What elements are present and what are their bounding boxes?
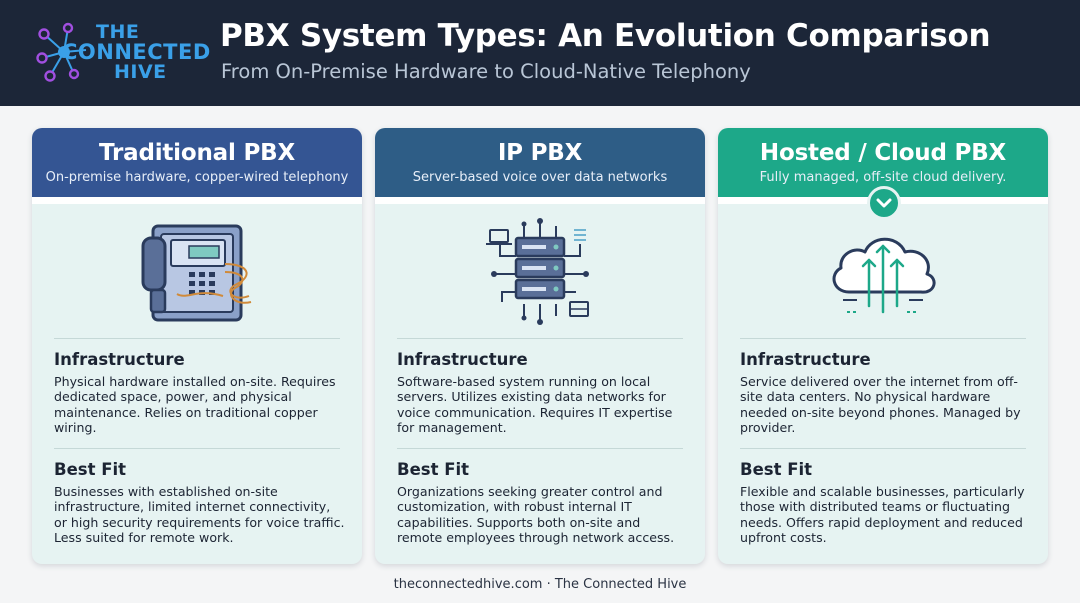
bestfit-heading: Best Fit <box>54 460 127 479</box>
card-header: IP PBX Server-based voice over data netw… <box>375 128 705 197</box>
divider <box>397 448 683 449</box>
bestfit-heading: Best Fit <box>397 460 470 479</box>
infrastructure-heading: Infrastructure <box>397 350 528 369</box>
header-banner: THE CONNECTED HIVE PBX System Types: An … <box>0 0 1080 106</box>
divider <box>740 448 1026 449</box>
card-subtitle: Server-based voice over data networks <box>412 170 668 185</box>
card-icon-area <box>718 208 1048 336</box>
card-ip-pbx: IP PBX Server-based voice over data netw… <box>375 128 705 564</box>
bestfit-text: Flexible and scalable businesses, partic… <box>740 484 1025 546</box>
bestfit-heading: Best Fit <box>740 460 813 479</box>
cloud-upload-icon <box>832 237 936 314</box>
divider <box>54 338 340 339</box>
divider <box>54 448 340 449</box>
page-title: PBX System Types: An Evolution Compariso… <box>220 18 991 54</box>
card-traditional-pbx: Traditional PBX On-premise hardware, cop… <box>32 128 362 564</box>
logo: THE CONNECTED HIVE <box>34 20 210 86</box>
card-separator <box>375 197 705 204</box>
card-icon-area <box>375 208 705 336</box>
card-header: Traditional PBX On-premise hardware, cop… <box>32 128 362 197</box>
card-title: IP PBX <box>497 140 583 166</box>
card-hosted-cloud-pbx: Hosted / Cloud PBX Fully managed, off-si… <box>718 128 1048 564</box>
infrastructure-heading: Infrastructure <box>740 350 871 369</box>
card-icon-area <box>32 208 362 336</box>
infrastructure-text: Software-based system running on local s… <box>397 374 673 436</box>
logo-text-line2: CONNECTED <box>62 40 211 64</box>
card-header: Hosted / Cloud PBX Fully managed, off-si… <box>718 128 1048 197</box>
hive-network-icon <box>36 22 87 82</box>
divider <box>740 338 1026 339</box>
bestfit-text: Organizations seeking greater control an… <box>397 484 675 546</box>
divider <box>397 338 683 339</box>
card-subtitle: Fully managed, off-site cloud delivery. <box>759 170 1007 185</box>
infrastructure-text: Service delivered over the internet from… <box>740 374 1021 436</box>
logo-text-line3: HIVE <box>114 61 167 83</box>
chevron-down-icon <box>867 186 901 220</box>
page-subtitle: From On-Premise Hardware to Cloud-Native… <box>221 60 751 83</box>
infrastructure-text: Physical hardware installed on-site. Req… <box>54 374 336 436</box>
server-network-icon <box>486 218 589 325</box>
logo-text-line1: THE <box>96 21 140 43</box>
card-separator <box>32 197 362 204</box>
desk-phone-cabinet-icon <box>141 224 252 322</box>
card-title: Hosted / Cloud PBX <box>759 140 1007 166</box>
bestfit-text: Businesses with established on-site infr… <box>54 484 345 546</box>
footer-credit: theconnectedhive.com · The Connected Hiv… <box>393 577 687 592</box>
card-subtitle: On-premise hardware, copper-wired teleph… <box>45 170 349 185</box>
infrastructure-heading: Infrastructure <box>54 350 185 369</box>
card-title: Traditional PBX <box>99 140 295 166</box>
